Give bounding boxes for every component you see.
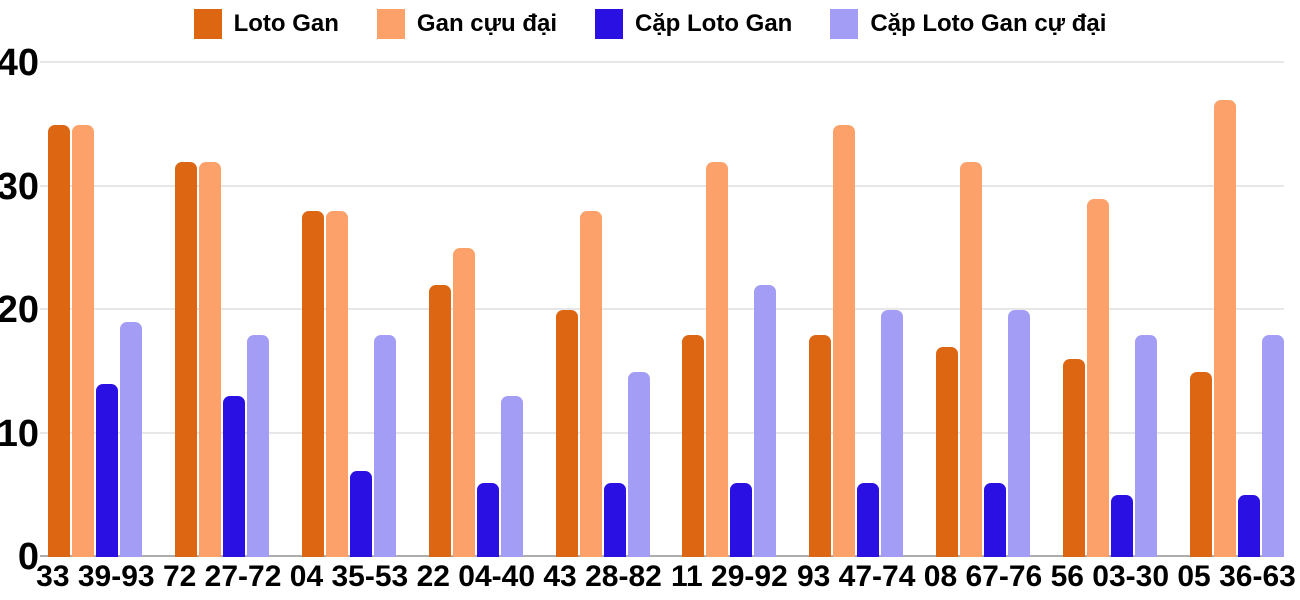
- legend-label: Loto Gan: [233, 10, 339, 37]
- bar-loto-gan[interactable]: [555, 310, 578, 557]
- x-axis-line: [40, 555, 1284, 557]
- x-tick-label: 33 39-93: [36, 560, 155, 593]
- y-tick-label: 30: [0, 165, 39, 208]
- bar-cap-loto-gan[interactable]: [223, 396, 246, 557]
- legend-label: Cặp Loto Gan: [635, 10, 793, 37]
- bar-gan-cuu-dai[interactable]: [199, 161, 222, 557]
- x-tick-label: 56 03-30: [1050, 560, 1170, 593]
- bar-cap-loto-gan-cu-dai[interactable]: [627, 371, 650, 557]
- bar-cap-loto-gan[interactable]: [730, 482, 753, 557]
- y-tick-label: 10: [0, 412, 39, 455]
- bar-loto-gan[interactable]: [682, 334, 705, 557]
- gridline: [40, 308, 1284, 310]
- bar-loto-gan[interactable]: [48, 124, 71, 557]
- bar-gan-cuu-dai[interactable]: [1086, 198, 1109, 557]
- gridline: [40, 61, 1284, 63]
- bar-loto-gan[interactable]: [809, 334, 832, 557]
- bar-cap-loto-gan-cu-dai[interactable]: [374, 334, 396, 557]
- legend-swatch-loto-gan: [193, 9, 222, 39]
- bar-cap-loto-gan-cu-dai[interactable]: [754, 285, 777, 557]
- legend-label: Cặp Loto Gan cự đại: [870, 10, 1107, 37]
- bar-gan-cuu-dai[interactable]: [326, 211, 348, 557]
- chart-legend: Loto Gan Gan cựu đại Cặp Loto Gan Cặp Loto …: [0, 9, 1300, 39]
- legend-item-cap-loto-gan[interactable]: Cặp Loto Gan: [595, 9, 792, 39]
- x-tick-label: 93 47-74: [796, 560, 916, 593]
- legend-swatch-cap-loto-gan: [595, 9, 623, 39]
- y-tick-label: 20: [0, 289, 39, 331]
- x-tick-label: 08 67-76: [923, 560, 1043, 593]
- x-tick-label: 43 28-82: [543, 560, 662, 593]
- bar-loto-gan[interactable]: [1062, 359, 1085, 557]
- legend-item-cap-loto-gan-cu-dai[interactable]: Cặp Loto Gan cự đại: [830, 9, 1106, 39]
- x-tick-label: 05 36-63: [1177, 560, 1296, 593]
- legend-item-loto-gan[interactable]: Loto Gan: [193, 9, 339, 39]
- bar-cap-loto-gan[interactable]: [1237, 495, 1260, 557]
- legend-swatch-cap-loto-gan-cu-dai: [830, 9, 859, 39]
- bar-loto-gan[interactable]: [1189, 371, 1212, 557]
- bar-cap-loto-gan-cu-dai[interactable]: [120, 322, 143, 557]
- bar-gan-cuu-dai[interactable]: [706, 161, 729, 557]
- gridline: [40, 431, 1284, 434]
- bar-cap-loto-gan[interactable]: [96, 384, 119, 557]
- legend-item-gan-cuu-dai[interactable]: Gan cựu đại: [376, 9, 557, 39]
- y-tick-label: 40: [0, 42, 39, 84]
- gridline: [40, 184, 1284, 187]
- bar-cap-loto-gan-cu-dai[interactable]: [881, 310, 904, 557]
- bar-loto-gan[interactable]: [302, 211, 324, 557]
- bar-gan-cuu-dai[interactable]: [833, 124, 856, 557]
- bar-gan-cuu-dai[interactable]: [960, 161, 982, 557]
- bar-gan-cuu-dai[interactable]: [72, 124, 95, 557]
- bar-cap-loto-gan-cu-dai[interactable]: [247, 334, 270, 557]
- bar-loto-gan[interactable]: [936, 347, 958, 557]
- bar-gan-cuu-dai[interactable]: [579, 211, 602, 557]
- bar-cap-loto-gan[interactable]: [984, 482, 1006, 557]
- bar-cap-loto-gan[interactable]: [1110, 495, 1133, 557]
- bar-cap-loto-gan[interactable]: [476, 482, 499, 557]
- x-tick-label: 11 29-92: [671, 560, 788, 593]
- bar-loto-gan[interactable]: [428, 285, 451, 557]
- bar-gan-cuu-dai[interactable]: [452, 248, 475, 557]
- bar-gan-cuu-dai[interactable]: [1213, 100, 1236, 557]
- bar-cap-loto-gan-cu-dai[interactable]: [1134, 334, 1157, 557]
- y-tick-label: 0: [17, 536, 39, 578]
- x-tick-label: 04 35-53: [289, 560, 409, 593]
- bar-cap-loto-gan[interactable]: [857, 482, 880, 557]
- bar-cap-loto-gan-cu-dai[interactable]: [1008, 310, 1030, 557]
- bar-cap-loto-gan-cu-dai[interactable]: [1261, 334, 1284, 557]
- x-tick-label: 72 27-72: [162, 560, 282, 593]
- bar-cap-loto-gan[interactable]: [603, 482, 626, 557]
- bar-cap-loto-gan-cu-dai[interactable]: [500, 396, 523, 557]
- bar-cap-loto-gan[interactable]: [350, 470, 372, 557]
- legend-label: Gan cựu đại: [416, 10, 557, 37]
- legend-swatch-gan-cuu-dai: [376, 9, 405, 39]
- bar-loto-gan[interactable]: [175, 161, 198, 557]
- x-tick-label: 22 04-40: [416, 560, 536, 593]
